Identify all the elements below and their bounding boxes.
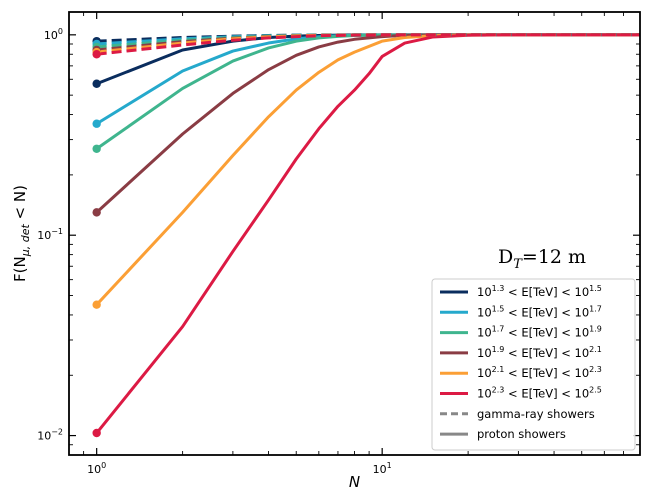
x-axis-label: N — [349, 473, 360, 490]
series-start-point — [92, 79, 101, 88]
legend-entry-label: 101.7 < E[TeV] < 101.9 — [477, 325, 602, 340]
series-start-point — [92, 119, 101, 128]
y-tick-label: 10−2 — [37, 428, 63, 443]
plot-frame — [68, 11, 641, 456]
legend-entry-label: 101.9 < E[TeV] < 102.1 — [477, 345, 602, 360]
x-tick-label: 100 — [87, 461, 106, 476]
legend-box — [431, 278, 636, 451]
legend-entry-label: 101.5 < E[TeV] < 101.7 — [477, 304, 602, 319]
proton-series-line — [95, 33, 640, 214]
legend-entry-label: gamma-ray showers — [477, 407, 595, 421]
legend-entry-label: 102.1 < E[TeV] < 102.3 — [477, 365, 602, 380]
y-tick-label: 10−1 — [37, 227, 63, 242]
y-tick-label: 100 — [44, 27, 63, 42]
series-start-point — [92, 144, 101, 153]
labels-layer: 100 101 10−2 10−1 100 N F(Nμ, det < N) DT=12 m — [11, 27, 586, 490]
legend-entry-label: 102.3 < E[TeV] < 102.5 — [477, 386, 602, 401]
legend-entry-label: 101.3 < E[TeV] < 101.5 — [477, 284, 602, 299]
marker-layer — [92, 36, 101, 438]
x-tick-label: 101 — [373, 461, 392, 476]
gamma-series-line — [96, 33, 640, 56]
detector-spacing-annotation: DT=12 m — [498, 246, 586, 272]
legend-entry-label: proton showers — [477, 427, 566, 441]
series-layer — [95, 33, 640, 434]
series-start-point — [92, 428, 101, 438]
legend: 101.3 < E[TeV] < 101.5 101.5 < E[TeV] < 1… — [431, 278, 636, 451]
series-start-point — [92, 50, 101, 59]
series-start-point — [92, 208, 101, 217]
y-axis-label: F(Nμ, det < N) — [11, 185, 32, 282]
series-start-point — [92, 300, 101, 309]
